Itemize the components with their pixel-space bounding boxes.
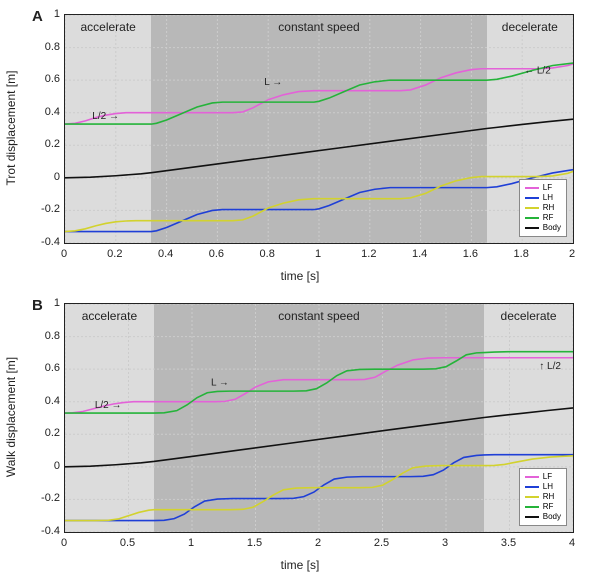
xtick-label: 0.2 bbox=[107, 248, 122, 260]
xtick-label: 1.4 bbox=[412, 248, 427, 260]
legend-swatch bbox=[525, 516, 539, 518]
ylabel-b: Walk displacement [m] bbox=[4, 357, 18, 477]
ytick-label: -0.4 bbox=[20, 236, 60, 248]
ytick-label: -0.2 bbox=[20, 203, 60, 215]
legend-row: RF bbox=[525, 213, 561, 223]
legend-row: LH bbox=[525, 193, 561, 203]
legend-swatch bbox=[525, 217, 539, 219]
legend-row: RH bbox=[525, 492, 561, 502]
panel-a: A Trot displacement [m] accelerateconsta… bbox=[0, 0, 600, 289]
ytick-label: 0.2 bbox=[20, 138, 60, 150]
annotation: L/2 → bbox=[95, 400, 122, 411]
annotation: L → bbox=[211, 377, 229, 388]
xtick-label: 1.6 bbox=[463, 248, 478, 260]
legend-swatch bbox=[525, 476, 539, 478]
legend-label: Body bbox=[543, 223, 561, 233]
xtick-label: 1.5 bbox=[247, 537, 262, 549]
xlabel-a: time [s] bbox=[0, 269, 600, 283]
xtick-label: 2.5 bbox=[374, 537, 389, 549]
annotation: L/2 → bbox=[92, 111, 119, 122]
legend-label: RH bbox=[543, 492, 555, 502]
legend-row: Body bbox=[525, 512, 561, 522]
xtick-label: 1 bbox=[188, 537, 194, 549]
xtick-label: 0 bbox=[61, 537, 67, 549]
ytick-label: -0.4 bbox=[20, 525, 60, 537]
legend: LFLHRHRFBody bbox=[519, 179, 567, 237]
phase-label: constant speed bbox=[278, 309, 359, 323]
legend-label: RF bbox=[543, 213, 554, 223]
xlabel-b: time [s] bbox=[0, 558, 600, 572]
ytick-label: 1 bbox=[20, 8, 60, 20]
plot-svg: accelerate constant speed decelerate L/2 → L… bbox=[65, 304, 573, 532]
phase-label: accelerate bbox=[80, 20, 136, 34]
ytick-label: 0.6 bbox=[20, 73, 60, 85]
xtick-label: 3.5 bbox=[501, 537, 516, 549]
legend-label: LH bbox=[543, 193, 553, 203]
legend-row: LF bbox=[525, 183, 561, 193]
xtick-label: 2 bbox=[569, 248, 575, 260]
ytick-label: 0.4 bbox=[20, 106, 60, 118]
legend-swatch bbox=[525, 227, 539, 229]
legend-row: LH bbox=[525, 482, 561, 492]
xtick-label: 4 bbox=[569, 537, 575, 549]
xtick-label: 2 bbox=[315, 537, 321, 549]
legend-row: LF bbox=[525, 472, 561, 482]
ylabel-a: Trot displacement [m] bbox=[4, 71, 18, 186]
ytick-label: 0.6 bbox=[20, 362, 60, 374]
xtick-label: 0 bbox=[61, 248, 67, 260]
ytick-label: 0 bbox=[20, 171, 60, 183]
ytick-label: -0.2 bbox=[20, 492, 60, 504]
annotation: ← L/2 bbox=[524, 66, 551, 77]
legend-label: RH bbox=[543, 203, 555, 213]
annotation: L → bbox=[264, 77, 282, 88]
xtick-label: 0.5 bbox=[120, 537, 135, 549]
plot-area-a: accelerate constant speed decelerate L/2 → L… bbox=[64, 14, 574, 244]
ytick-label: 1 bbox=[20, 297, 60, 309]
xtick-label: 1 bbox=[315, 248, 321, 260]
xtick-label: 0.4 bbox=[158, 248, 173, 260]
legend-label: Body bbox=[543, 512, 561, 522]
ytick-label: 0.8 bbox=[20, 330, 60, 342]
plot-svg: accelerate constant speed decelerate L/2 → L… bbox=[65, 15, 573, 243]
legend-label: LH bbox=[543, 482, 553, 492]
ytick-label: 0.8 bbox=[20, 41, 60, 53]
legend-swatch bbox=[525, 496, 539, 498]
legend-label: LF bbox=[543, 183, 552, 193]
ytick-label: 0.2 bbox=[20, 427, 60, 439]
phase-label: accelerate bbox=[82, 309, 138, 323]
panel-b: B Walk displacement [m] accelerateconsta… bbox=[0, 289, 600, 578]
xtick-label: 3 bbox=[442, 537, 448, 549]
phase-label: decelerate bbox=[502, 20, 558, 34]
legend: LFLHRHRFBody bbox=[519, 468, 567, 526]
legend-label: LF bbox=[543, 472, 552, 482]
legend-row: RF bbox=[525, 502, 561, 512]
phase-label: decelerate bbox=[501, 309, 557, 323]
phase-label: constant speed bbox=[278, 20, 359, 34]
legend-swatch bbox=[525, 197, 539, 199]
xtick-label: 0.6 bbox=[209, 248, 224, 260]
ytick-label: 0 bbox=[20, 460, 60, 472]
legend-swatch bbox=[525, 486, 539, 488]
legend-swatch bbox=[525, 506, 539, 508]
xtick-label: 0.8 bbox=[260, 248, 275, 260]
xtick-label: 1.2 bbox=[361, 248, 376, 260]
legend-swatch bbox=[525, 187, 539, 189]
ytick-label: 0.4 bbox=[20, 395, 60, 407]
legend-row: RH bbox=[525, 203, 561, 213]
legend-row: Body bbox=[525, 223, 561, 233]
annotation: ↑ L/2 bbox=[539, 361, 561, 372]
legend-label: RF bbox=[543, 502, 554, 512]
xtick-label: 1.8 bbox=[514, 248, 529, 260]
legend-swatch bbox=[525, 207, 539, 209]
plot-area-b: accelerate constant speed decelerate L/2 → L… bbox=[64, 303, 574, 533]
